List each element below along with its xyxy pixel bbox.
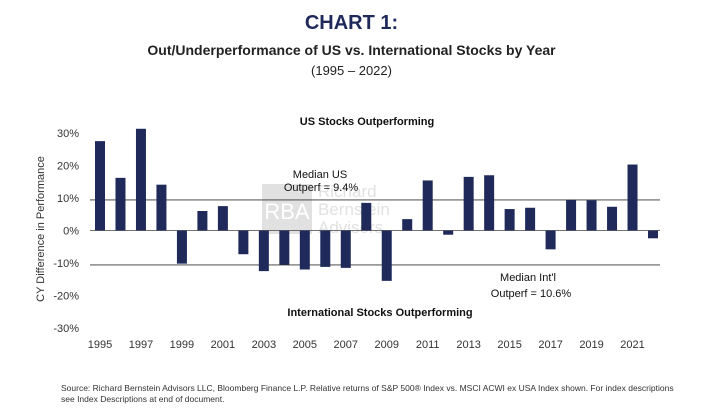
- x-tick-label: 2009: [374, 339, 398, 351]
- y-axis-label: CY Difference in Performance: [35, 156, 47, 302]
- chart-subtitle: Out/Underperformance of US vs. Internati…: [147, 42, 556, 58]
- bar-2011: [422, 180, 433, 231]
- bar-2000: [197, 211, 208, 231]
- x-tick-label: 2013: [456, 339, 480, 351]
- y-tick-label: 0%: [63, 226, 79, 238]
- bar-1996: [115, 177, 126, 231]
- x-tick-label: 2021: [620, 339, 644, 351]
- bar-1997: [135, 128, 146, 231]
- y-tick-label: 30%: [57, 128, 79, 140]
- bar-1999: [176, 230, 187, 264]
- watermark-line1: Richard: [318, 182, 377, 201]
- y-tick-label: -20%: [53, 291, 79, 303]
- x-tick-label: 2001: [211, 339, 235, 351]
- bar-2003: [258, 230, 269, 272]
- annotation-intl-outperforming: International Stocks Outperforming: [287, 307, 472, 319]
- bar-2013: [463, 176, 474, 231]
- bar-2017: [545, 230, 556, 250]
- x-tick-label: 2005: [293, 339, 317, 351]
- bar-2004: [279, 230, 290, 265]
- chart-title: CHART 1:: [304, 12, 399, 34]
- bar-2014: [484, 175, 495, 231]
- x-tick-label: 2017: [538, 339, 562, 351]
- x-tick-label: 1997: [129, 339, 153, 351]
- bar-2021: [627, 164, 638, 231]
- bar-2022: [648, 230, 658, 239]
- bar-2008: [361, 202, 372, 231]
- bar-2001: [217, 206, 228, 231]
- bar-2007: [340, 230, 351, 268]
- x-tick-label: 2015: [497, 339, 521, 351]
- chart-date-range: (1995 – 2022): [311, 63, 392, 78]
- y-tick-label: -10%: [53, 258, 79, 270]
- y-tick-label: -30%: [53, 323, 79, 335]
- bar-2016: [525, 207, 536, 231]
- x-tick-label: 1999: [170, 339, 194, 351]
- median-intl-label-line1: Median Int'l: [500, 272, 556, 284]
- bar-2009: [381, 230, 392, 281]
- median-us-label-line2: Outperf = 9.4%: [284, 182, 359, 194]
- source-note: Source: Richard Bernstein Advisors LLC, …: [61, 383, 674, 404]
- x-tick-label: 1995: [88, 339, 112, 351]
- bar-2006: [320, 230, 331, 267]
- annotation-us-outperforming: US Stocks Outperforming: [300, 116, 434, 128]
- x-tick-label: 2003: [252, 339, 276, 351]
- y-tick-label: 10%: [57, 193, 79, 205]
- x-tick-label: 2007: [334, 339, 358, 351]
- bar-2015: [504, 209, 515, 231]
- x-tick-label: 2019: [579, 339, 603, 351]
- bar-2020: [607, 206, 618, 231]
- y-tick-label: 20%: [57, 161, 79, 173]
- watermark-initials: RBA: [264, 199, 310, 224]
- bar-2005: [299, 230, 310, 270]
- watermark-line2: Bernstein: [318, 200, 390, 219]
- median-intl-label-line2: Outperf = 10.6%: [491, 288, 572, 300]
- watermark-logo: RBA Richard Bernstein Advisors: [262, 182, 390, 237]
- bar-2010: [402, 219, 413, 231]
- median-us-label-line1: Median US: [293, 169, 347, 181]
- bar-2002: [238, 230, 249, 255]
- bar-1995: [95, 141, 105, 231]
- bar-2019: [586, 200, 597, 231]
- x-tick-label: 2011: [416, 339, 440, 351]
- bar-2012: [443, 230, 454, 235]
- bar-1998: [156, 184, 167, 231]
- bar-2018: [566, 199, 577, 231]
